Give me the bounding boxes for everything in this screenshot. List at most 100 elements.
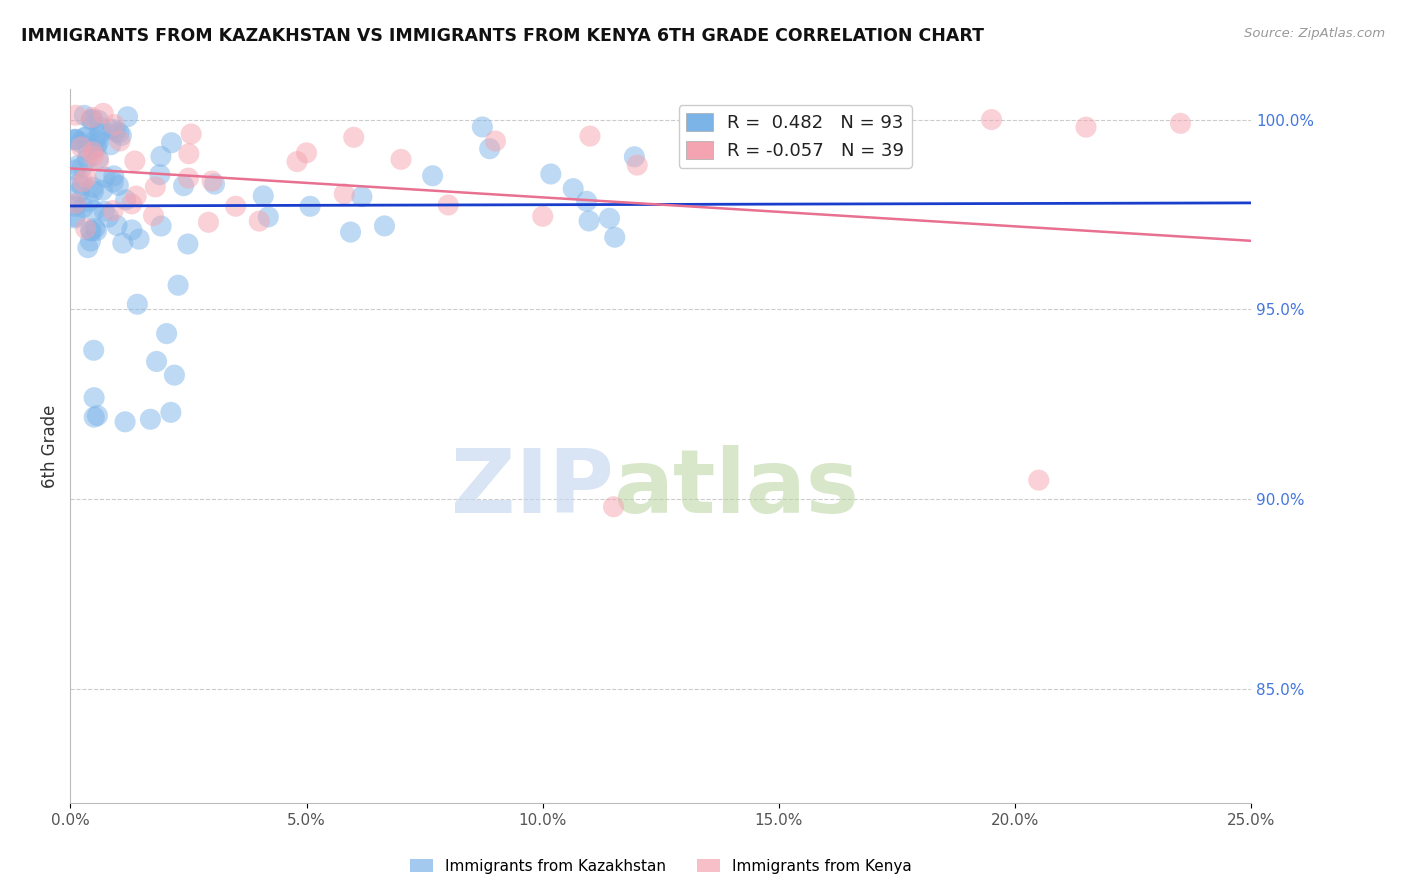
Point (111, 235, 134, 250)
Point (422, 169, 444, 183)
Point (87, 154, 110, 169)
Point (101, 122, 124, 136)
Point (149, 168, 172, 182)
Point (108, 126, 131, 140)
Point (103, 118, 125, 132)
Point (285, 154, 308, 169)
Point (103, 175, 125, 189)
Point (80, 224, 103, 238)
Point (100, 137, 122, 152)
Point (1074, 120, 1097, 135)
Point (87, 152, 110, 166)
Point (121, 197, 143, 211)
Point (149, 149, 172, 163)
Legend: R =  0.482   N = 93, R = -0.057   N = 39: R = 0.482 N = 93, R = -0.057 N = 39 (679, 105, 911, 168)
Point (89, 120, 111, 135)
Point (72, 175, 94, 189)
Text: IMMIGRANTS FROM KAZAKHSTAN VS IMMIGRANTS FROM KENYA 6TH GRADE CORRELATION CHART: IMMIGRANTS FROM KAZAKHSTAN VS IMMIGRANTS… (21, 27, 984, 45)
Point (167, 278, 190, 293)
Point (86, 140, 108, 154)
Point (66, 159, 89, 173)
Point (86, 409, 108, 423)
Point (247, 214, 270, 228)
Point (478, 142, 501, 156)
Point (83, 410, 105, 425)
Point (79, 223, 101, 237)
Point (76, 129, 98, 144)
Point (70, 178, 93, 193)
Point (84, 133, 107, 147)
Point (173, 178, 195, 193)
Point (333, 186, 356, 201)
Point (295, 145, 318, 160)
Point (150, 219, 173, 233)
Point (299, 199, 322, 213)
Point (980, 112, 1002, 127)
Point (180, 127, 202, 141)
Point (63, 133, 86, 147)
Point (156, 326, 179, 341)
Point (177, 237, 200, 252)
Point (63, 196, 86, 211)
Point (145, 354, 167, 368)
Point (1170, 116, 1192, 130)
Point (104, 124, 127, 138)
Point (73, 108, 96, 122)
Point (177, 146, 200, 161)
Point (575, 194, 598, 209)
Point (87, 135, 110, 149)
Point (339, 225, 361, 239)
Point (562, 182, 585, 196)
Point (471, 120, 494, 134)
Point (82, 112, 104, 127)
Y-axis label: 6th Grade: 6th Grade (41, 404, 59, 488)
Point (373, 219, 395, 233)
Point (225, 199, 247, 213)
Point (82, 142, 104, 156)
Point (80, 112, 103, 127)
Point (531, 209, 554, 223)
Point (93, 204, 115, 219)
Point (76, 241, 98, 255)
Point (77, 194, 100, 209)
Point (128, 232, 150, 246)
Point (82, 180, 104, 194)
Point (105, 219, 128, 233)
Point (437, 198, 460, 212)
Point (579, 129, 602, 144)
Point (343, 130, 366, 145)
Point (63, 133, 86, 147)
Point (72, 201, 94, 215)
Point (77, 144, 100, 158)
Point (252, 189, 274, 203)
Point (91, 106, 114, 120)
Point (139, 412, 162, 426)
Point (108, 134, 131, 148)
Point (110, 128, 132, 143)
Point (114, 193, 136, 207)
Point (1028, 473, 1050, 487)
Point (80, 111, 103, 125)
Point (94, 170, 117, 185)
Point (204, 177, 226, 191)
Point (73, 130, 96, 145)
Point (67, 185, 90, 199)
Point (69, 136, 91, 150)
Text: Source: ZipAtlas.com: Source: ZipAtlas.com (1244, 27, 1385, 40)
Point (603, 230, 626, 244)
Point (160, 136, 183, 150)
Point (67, 177, 90, 191)
Point (75, 170, 97, 185)
Point (160, 405, 183, 419)
Point (121, 223, 143, 237)
Point (177, 171, 200, 186)
Point (63, 197, 86, 211)
Point (598, 211, 620, 226)
Point (117, 110, 139, 124)
Point (103, 169, 125, 183)
Point (201, 174, 224, 188)
Point (83, 203, 105, 218)
Point (125, 189, 148, 203)
Point (101, 203, 124, 218)
Point (63, 163, 86, 178)
